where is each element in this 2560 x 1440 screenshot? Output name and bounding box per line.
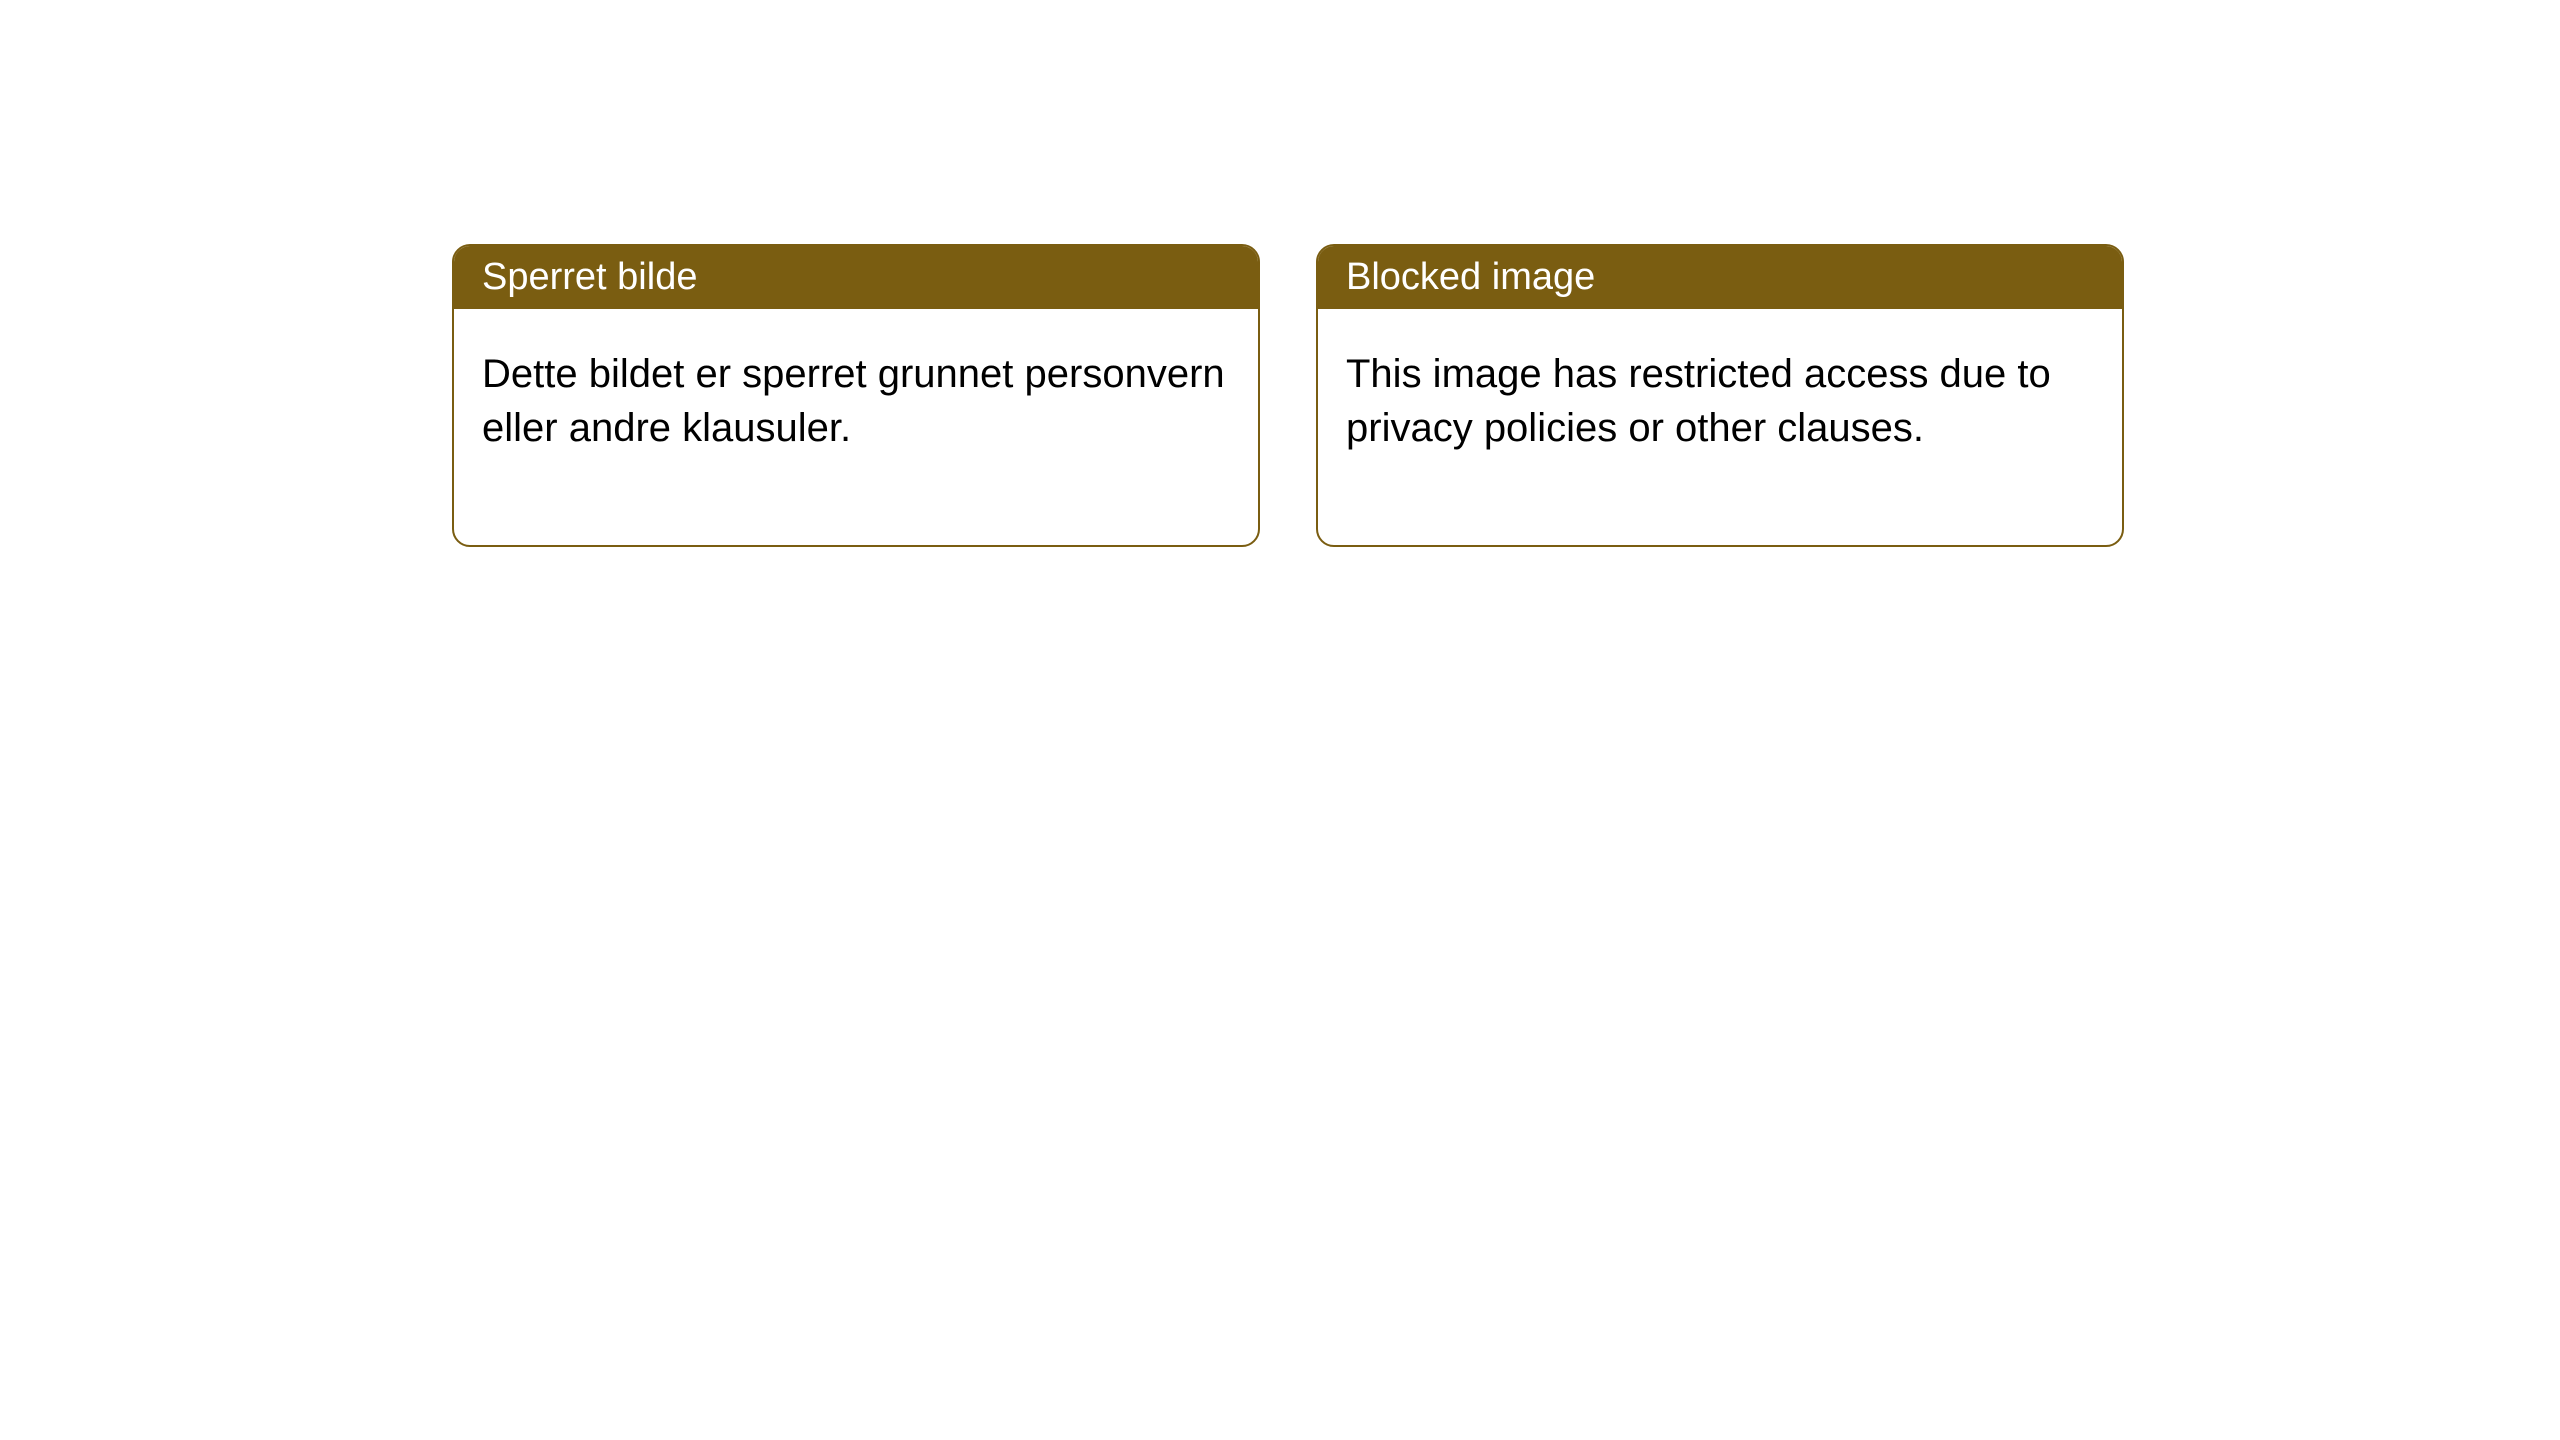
notice-card-text: Dette bildet er sperret grunnet personve…	[482, 352, 1225, 450]
notice-container: Sperret bilde Dette bildet er sperret gr…	[0, 0, 2560, 547]
notice-card-header: Blocked image	[1318, 246, 2122, 309]
notice-card-header: Sperret bilde	[454, 246, 1258, 309]
notice-card-norwegian: Sperret bilde Dette bildet er sperret gr…	[452, 244, 1260, 547]
notice-card-body: Dette bildet er sperret grunnet personve…	[454, 309, 1258, 545]
notice-card-title: Sperret bilde	[482, 256, 697, 298]
notice-card-english: Blocked image This image has restricted …	[1316, 244, 2124, 547]
notice-card-title: Blocked image	[1346, 256, 1595, 298]
notice-card-body: This image has restricted access due to …	[1318, 309, 2122, 545]
notice-card-text: This image has restricted access due to …	[1346, 352, 2051, 450]
